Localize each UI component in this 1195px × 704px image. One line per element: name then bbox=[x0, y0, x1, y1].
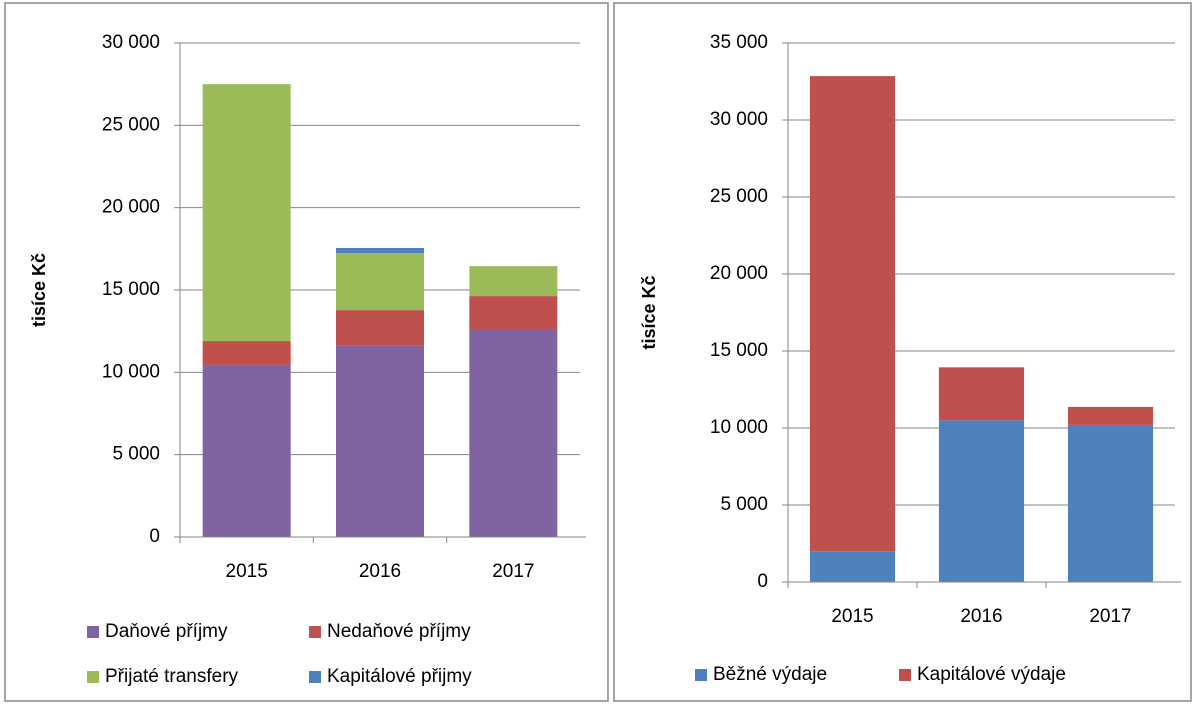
legend-label: Běžné výdaje bbox=[713, 664, 827, 685]
legend-label: Nedaňové příjmy bbox=[327, 621, 471, 642]
legend-swatch bbox=[309, 626, 321, 638]
y-tick-label: 25 000 bbox=[102, 114, 160, 135]
x-tick-label: 2016 bbox=[359, 561, 401, 582]
bar-segment bbox=[202, 341, 291, 365]
bar-segment bbox=[336, 253, 424, 311]
bar-segment bbox=[809, 551, 896, 582]
y-tick-label: 15 000 bbox=[102, 279, 160, 300]
bar-segment bbox=[938, 420, 1025, 582]
bar-segment bbox=[938, 367, 1025, 421]
y-tick-label: 0 bbox=[757, 571, 768, 592]
x-tick-label: 2017 bbox=[1089, 606, 1131, 627]
y-tick-label: 10 000 bbox=[710, 417, 768, 438]
y-axis-label: tisíce Kč bbox=[29, 253, 49, 327]
bar-segment bbox=[469, 330, 558, 537]
bar-segment bbox=[202, 364, 291, 537]
legend-label: Přijaté transfery bbox=[105, 666, 239, 687]
y-tick-label: 0 bbox=[149, 526, 160, 547]
y-tick-label: 15 000 bbox=[710, 340, 768, 361]
legend-swatch bbox=[695, 669, 707, 681]
bar-segment bbox=[336, 345, 424, 537]
y-tick-label: 25 000 bbox=[710, 186, 768, 207]
y-tick-label: 30 000 bbox=[710, 109, 768, 130]
x-tick-label: 2015 bbox=[831, 606, 873, 627]
bar-segment bbox=[1067, 424, 1154, 582]
y-tick-label: 5 000 bbox=[112, 444, 160, 465]
legend-label: Daňové příjmy bbox=[105, 621, 228, 642]
legend-label: Kapitálové přijmy bbox=[327, 666, 472, 687]
y-tick-label: 20 000 bbox=[102, 197, 160, 218]
x-tick-label: 2016 bbox=[960, 606, 1002, 627]
legend-swatch bbox=[309, 671, 321, 683]
y-axis-label: tisíce Kč bbox=[639, 275, 659, 349]
legend-swatch bbox=[87, 671, 99, 683]
y-tick-label: 5 000 bbox=[720, 494, 768, 515]
y-tick-label: 30 000 bbox=[102, 32, 160, 53]
bar-segment bbox=[1067, 406, 1154, 425]
bar-segment bbox=[469, 296, 558, 331]
x-tick-label: 2017 bbox=[492, 561, 534, 582]
bar-segment bbox=[336, 310, 424, 346]
bar-segment bbox=[202, 84, 291, 342]
y-tick-label: 10 000 bbox=[102, 361, 160, 382]
left-panel-border bbox=[4, 2, 609, 702]
legend-swatch bbox=[899, 669, 911, 681]
legend-label: Kapitálové výdaje bbox=[917, 664, 1066, 685]
y-tick-label: 20 000 bbox=[710, 263, 768, 284]
bar-segment bbox=[336, 248, 424, 254]
x-tick-label: 2015 bbox=[226, 561, 268, 582]
legend-swatch bbox=[87, 626, 99, 638]
bar-segment bbox=[809, 76, 896, 552]
y-tick-label: 35 000 bbox=[710, 32, 768, 53]
bar-segment bbox=[469, 266, 558, 297]
right-panel-border bbox=[613, 2, 1192, 702]
